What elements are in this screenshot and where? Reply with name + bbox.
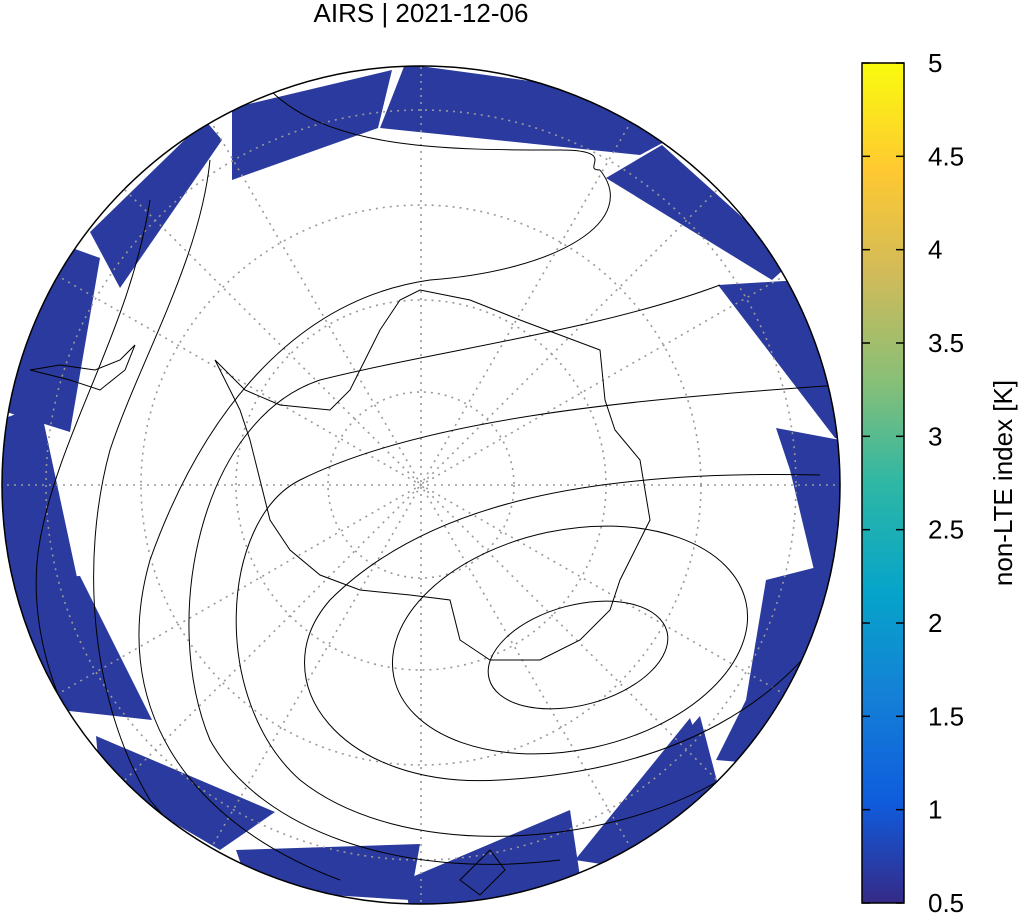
colorbar-tick-label: 3.5: [928, 328, 964, 358]
colorbar-tick-label: 3: [928, 421, 942, 451]
graticule: [2, 66, 840, 904]
colorbar-tick-label: 5: [928, 48, 942, 78]
colorbar-label: non-LTE index [K]: [988, 380, 1018, 586]
colorbar-tick-label: 2: [928, 608, 942, 638]
map-border: [1, 65, 841, 905]
colorbar: [861, 62, 905, 904]
map-title: AIRS | 2021-12-06: [314, 0, 529, 28]
satellite-swaths: [2, 66, 840, 904]
colorbar-tick-label: 4.5: [928, 141, 964, 171]
colorbar-tick-label: 0.5: [928, 888, 964, 913]
colorbar-tick-label: 2.5: [928, 515, 964, 545]
colorbar-tick-label: 1.5: [928, 701, 964, 731]
coastlines: [29, 289, 651, 896]
colorbar-tick-label: 4: [928, 235, 942, 265]
map-disc: [2, 66, 840, 904]
colorbar-tick-label: 1: [928, 795, 942, 825]
